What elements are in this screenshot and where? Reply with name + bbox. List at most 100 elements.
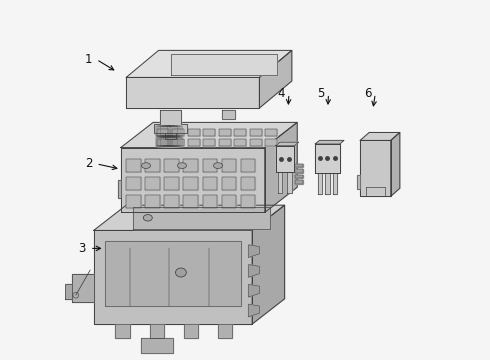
- Polygon shape: [275, 146, 294, 171]
- Polygon shape: [161, 137, 175, 146]
- Polygon shape: [218, 324, 232, 338]
- Polygon shape: [161, 126, 175, 136]
- Polygon shape: [259, 50, 292, 108]
- Polygon shape: [167, 126, 180, 136]
- Polygon shape: [172, 129, 184, 136]
- Polygon shape: [252, 205, 285, 324]
- Text: 5: 5: [317, 87, 324, 100]
- Polygon shape: [165, 126, 178, 136]
- Polygon shape: [160, 137, 173, 146]
- Polygon shape: [221, 159, 236, 172]
- Polygon shape: [126, 50, 292, 77]
- Polygon shape: [133, 207, 270, 229]
- Polygon shape: [157, 129, 169, 136]
- Polygon shape: [172, 139, 184, 146]
- Polygon shape: [295, 169, 303, 173]
- Polygon shape: [158, 126, 172, 136]
- Polygon shape: [164, 159, 179, 172]
- Polygon shape: [234, 129, 246, 136]
- Polygon shape: [288, 171, 292, 193]
- Polygon shape: [183, 159, 198, 172]
- Polygon shape: [265, 129, 277, 136]
- Text: 3: 3: [78, 242, 86, 255]
- Polygon shape: [278, 171, 282, 193]
- Polygon shape: [234, 139, 246, 146]
- Polygon shape: [188, 129, 199, 136]
- Polygon shape: [248, 265, 259, 277]
- Polygon shape: [164, 195, 179, 208]
- Polygon shape: [184, 324, 198, 338]
- Polygon shape: [171, 54, 277, 75]
- Polygon shape: [202, 177, 217, 190]
- Polygon shape: [163, 126, 177, 136]
- Text: 2: 2: [85, 157, 92, 170]
- Polygon shape: [248, 304, 259, 317]
- Ellipse shape: [214, 163, 222, 168]
- Polygon shape: [248, 245, 259, 257]
- Polygon shape: [203, 139, 215, 146]
- Polygon shape: [116, 324, 130, 338]
- Polygon shape: [168, 126, 182, 136]
- Polygon shape: [145, 177, 160, 190]
- Polygon shape: [94, 230, 252, 324]
- Polygon shape: [183, 177, 198, 190]
- Polygon shape: [219, 129, 231, 136]
- Polygon shape: [295, 175, 303, 178]
- Ellipse shape: [143, 215, 152, 221]
- Polygon shape: [295, 180, 303, 184]
- Text: 6: 6: [364, 87, 371, 100]
- Polygon shape: [149, 324, 164, 338]
- Polygon shape: [158, 137, 172, 146]
- Polygon shape: [295, 164, 303, 167]
- Polygon shape: [275, 142, 298, 146]
- Polygon shape: [145, 159, 160, 172]
- Polygon shape: [250, 139, 262, 146]
- Polygon shape: [65, 284, 72, 299]
- Ellipse shape: [175, 268, 186, 277]
- Polygon shape: [221, 177, 236, 190]
- Polygon shape: [167, 137, 180, 146]
- Polygon shape: [156, 137, 170, 146]
- Ellipse shape: [142, 163, 150, 168]
- Polygon shape: [165, 137, 178, 146]
- Ellipse shape: [177, 163, 187, 168]
- Text: 1: 1: [85, 53, 92, 66]
- Polygon shape: [241, 195, 255, 208]
- Polygon shape: [265, 122, 297, 212]
- Polygon shape: [222, 110, 235, 119]
- Polygon shape: [118, 180, 121, 198]
- Polygon shape: [325, 173, 330, 194]
- Polygon shape: [360, 132, 400, 140]
- Polygon shape: [391, 132, 400, 196]
- Polygon shape: [126, 77, 259, 108]
- Polygon shape: [168, 137, 182, 146]
- Polygon shape: [241, 159, 255, 172]
- Polygon shape: [202, 159, 217, 172]
- Polygon shape: [145, 195, 160, 208]
- Polygon shape: [248, 284, 259, 297]
- Polygon shape: [315, 140, 344, 144]
- Polygon shape: [156, 126, 170, 136]
- Polygon shape: [163, 137, 177, 146]
- Polygon shape: [157, 139, 169, 146]
- Polygon shape: [121, 148, 265, 212]
- Text: 4: 4: [277, 87, 285, 100]
- Polygon shape: [154, 110, 187, 133]
- Polygon shape: [72, 274, 94, 302]
- Polygon shape: [357, 175, 360, 189]
- Polygon shape: [241, 177, 255, 190]
- Polygon shape: [141, 338, 173, 353]
- Polygon shape: [202, 195, 217, 208]
- Polygon shape: [360, 140, 391, 196]
- Polygon shape: [126, 195, 141, 208]
- Polygon shape: [126, 177, 141, 190]
- Polygon shape: [160, 126, 173, 136]
- Polygon shape: [121, 122, 297, 148]
- Polygon shape: [183, 195, 198, 208]
- Polygon shape: [219, 139, 231, 146]
- Polygon shape: [333, 173, 337, 194]
- Polygon shape: [164, 177, 179, 190]
- Polygon shape: [315, 144, 340, 173]
- Polygon shape: [221, 195, 236, 208]
- Polygon shape: [318, 173, 322, 194]
